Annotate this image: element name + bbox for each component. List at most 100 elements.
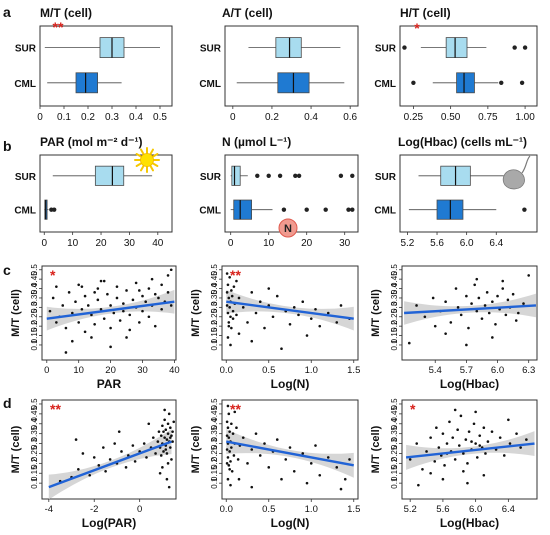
outlier-point: [522, 207, 527, 212]
x-tick-label: 0.4: [304, 112, 318, 123]
significance-marker: **: [50, 401, 61, 417]
x-tick-label: 5.7: [460, 365, 473, 376]
category-label: SUR: [200, 172, 222, 183]
y-tick-label: 0.1: [390, 339, 399, 351]
scatter-point: [231, 309, 235, 313]
y-tick-label: 0.4: [210, 282, 219, 294]
panel-letter-c: c: [3, 262, 11, 278]
scatter-point: [271, 315, 275, 319]
scatter-point: [254, 311, 258, 315]
y-tick-label: 0.25: [30, 445, 39, 461]
scatter-point: [275, 294, 279, 298]
y-tick-label: 0.3: [210, 301, 219, 313]
scatter-point: [118, 319, 122, 322]
scatter-point: [237, 477, 241, 481]
scatter-point: [263, 326, 266, 330]
scatter-point: [153, 292, 157, 296]
scatter-point: [511, 292, 515, 296]
scatter-point: [109, 345, 112, 349]
scatter-d-logpar: ** -4 -2 0 0.10.150.20.250.30.350.40.450.5 Lo…: [10, 398, 177, 530]
scatter-point: [435, 426, 438, 430]
sun-ray: [135, 162, 142, 167]
scatter-point: [64, 326, 68, 330]
scatter-point: [465, 294, 468, 298]
sun-ray: [140, 148, 145, 155]
scatter-point: [478, 444, 482, 447]
scatter-point: [525, 438, 528, 441]
x-tick-label: 0.5: [153, 112, 167, 123]
scatter-point: [169, 304, 173, 307]
category-label: CML: [199, 206, 221, 217]
scatter-point: [232, 454, 236, 457]
scatter-point: [453, 408, 457, 412]
x-tick-label: 20: [301, 238, 313, 249]
outlier-point: [338, 173, 344, 178]
y-tick-label: 0.15: [30, 327, 39, 343]
scatter-point: [171, 440, 174, 443]
scatter-point: [161, 424, 164, 428]
scatter-point: [157, 430, 161, 433]
scatter-point: [309, 317, 313, 320]
y-tick-label: 0.15: [390, 327, 399, 343]
y-tick-label: 0.35: [390, 290, 399, 306]
scatter-point: [109, 326, 112, 330]
scatter-point: [339, 304, 343, 307]
scatter-point: [102, 317, 106, 320]
y-tick-label: 0.35: [30, 290, 39, 306]
scatter-point: [77, 283, 80, 287]
scatter-point: [431, 296, 435, 300]
x-tick-label: 0: [44, 365, 49, 376]
scatter-point: [160, 283, 163, 287]
plot-frame: [221, 265, 359, 361]
y-tick-label: 0.25: [30, 308, 39, 324]
scatter-point: [74, 300, 77, 304]
x-tick-label: 6.4: [502, 504, 515, 515]
y-tick-label: 0.4: [30, 418, 39, 430]
scatter-point: [519, 446, 522, 449]
x-tick-label: 6.4: [489, 238, 503, 249]
significance-marker: *: [50, 267, 56, 283]
x-tick-label: 10: [263, 238, 275, 249]
bacterium-icon: [502, 155, 531, 190]
scatter-point: [415, 442, 419, 445]
scatter-point: [267, 287, 271, 290]
y-tick-label: 0.1: [30, 477, 39, 489]
y-tick-label: 0.15: [390, 465, 399, 481]
box-plot-n: N (µmol L⁻¹) SUR CML 0 10 20 30: [199, 135, 359, 249]
box-iqr: [445, 37, 468, 58]
scatter-point: [433, 460, 437, 463]
y-axis-label: M/T (cell): [370, 425, 382, 473]
scatter-point: [226, 426, 230, 430]
scatter-point: [301, 300, 305, 304]
scatter-point: [459, 414, 463, 418]
sun-ray: [149, 165, 154, 172]
scatter-point: [250, 448, 254, 451]
x-tick-label: 10: [67, 238, 79, 249]
x-tick-label: 1.5: [347, 365, 360, 376]
x-tick-label: 0.4: [129, 112, 143, 123]
scatter-point: [496, 294, 499, 298]
chart-title: M/T (cell): [40, 6, 92, 20]
badge-letter: N: [284, 223, 292, 235]
scatter-point: [343, 477, 347, 481]
scatter-point: [90, 313, 93, 317]
scatter-point: [301, 452, 305, 455]
bacterium-body: [502, 169, 525, 190]
scatter-point: [465, 343, 468, 347]
scatter-point: [96, 287, 100, 290]
y-tick-label: 0.2: [210, 320, 219, 332]
x-tick-label: 20: [95, 238, 107, 249]
scatter-point: [227, 321, 231, 324]
scatter-point: [456, 306, 460, 309]
scatter-point: [250, 339, 254, 343]
scatter-point: [77, 468, 80, 471]
scatter-point: [108, 458, 112, 461]
scatter-point: [254, 432, 258, 435]
category-label: CML: [199, 79, 221, 90]
x-tick-label: 30: [124, 238, 136, 249]
outlier-point: [255, 173, 260, 178]
x-tick-label: 5.4: [429, 365, 442, 376]
plot-frame: [41, 399, 177, 500]
scatter-point: [228, 468, 231, 471]
outlier-point: [499, 80, 504, 86]
